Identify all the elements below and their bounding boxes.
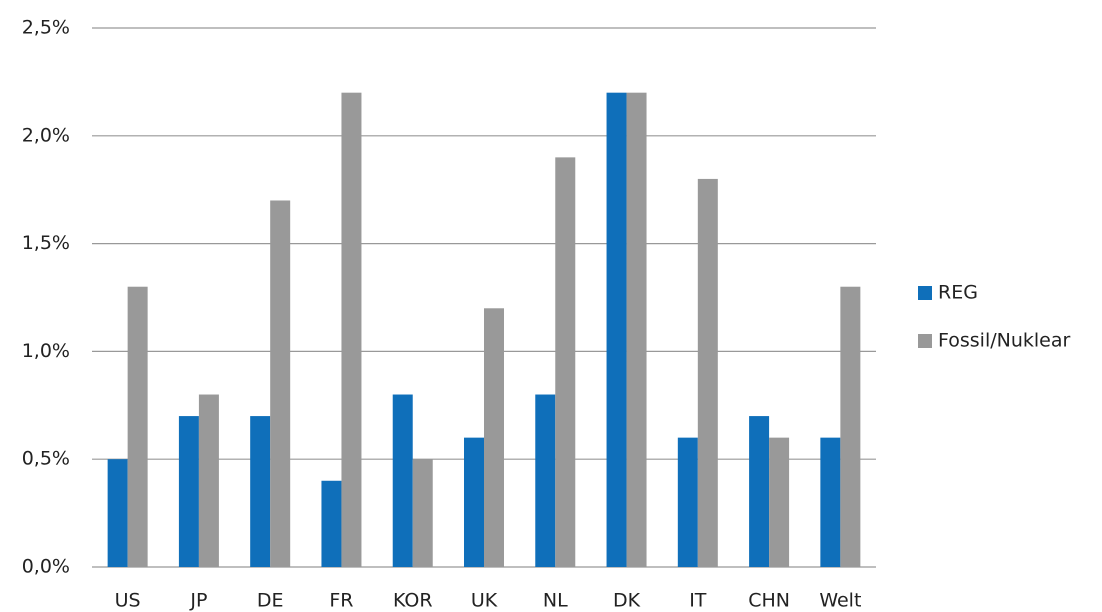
bar <box>555 157 576 568</box>
y-tick-label: 2,0% <box>22 124 70 146</box>
bar <box>677 437 698 567</box>
bar <box>412 459 433 567</box>
bar <box>127 286 148 567</box>
x-tick-label: CHN <box>748 590 790 612</box>
y-tick-label: 1,0% <box>22 340 70 362</box>
x-tick-label: NL <box>543 590 568 612</box>
bar <box>270 200 291 568</box>
x-tick-label: KOR <box>393 590 433 612</box>
x-tick-label: UK <box>471 590 498 612</box>
bar <box>820 437 841 567</box>
y-tick-label: 2,5% <box>22 17 70 39</box>
bar <box>464 437 484 567</box>
bar <box>107 459 128 567</box>
bar <box>535 394 556 567</box>
y-tick-label: 0,5% <box>22 448 70 470</box>
bar <box>626 92 647 568</box>
bar <box>697 178 718 568</box>
x-tick-label: US <box>115 590 141 612</box>
y-tick-label: 1,5% <box>22 232 70 254</box>
bar <box>769 437 790 567</box>
legend-label: Fossil/Nuklear <box>938 330 1071 352</box>
x-tick-label: DE <box>257 590 284 612</box>
x-tick-label: Welt <box>819 590 861 612</box>
bar <box>321 480 342 567</box>
legend-label: REG <box>938 282 978 304</box>
bar <box>840 286 861 567</box>
y-tick-label: 0,0% <box>22 556 70 578</box>
bar <box>484 308 504 567</box>
x-tick-label: FR <box>329 590 353 612</box>
bar <box>178 416 199 567</box>
bar <box>198 394 219 567</box>
legend-swatch <box>918 286 932 300</box>
bar <box>749 416 770 567</box>
legend-swatch <box>918 334 932 348</box>
bar <box>250 416 271 567</box>
bar <box>392 394 413 567</box>
x-tick-label: DK <box>613 590 641 612</box>
x-tick-label: IT <box>689 590 707 612</box>
bar <box>606 92 627 568</box>
bar <box>341 92 362 568</box>
x-tick-label: JP <box>189 590 207 612</box>
